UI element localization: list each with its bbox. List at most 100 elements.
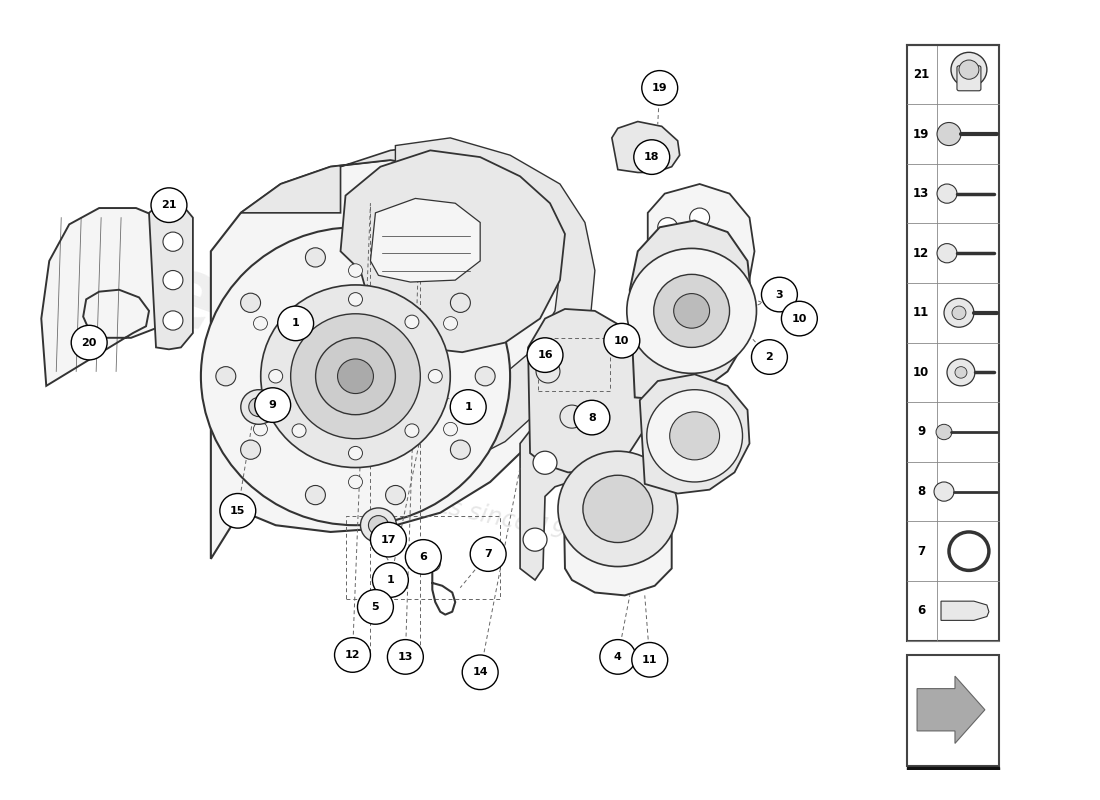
Circle shape <box>937 244 957 263</box>
Text: 1: 1 <box>464 402 472 412</box>
Text: 19: 19 <box>913 127 930 141</box>
Polygon shape <box>211 160 575 559</box>
Circle shape <box>261 285 450 467</box>
Circle shape <box>443 422 458 436</box>
Circle shape <box>959 60 979 79</box>
Circle shape <box>690 208 710 227</box>
Circle shape <box>462 655 498 690</box>
Text: 11: 11 <box>913 306 930 319</box>
Text: 10: 10 <box>913 366 930 379</box>
Circle shape <box>647 390 742 482</box>
Circle shape <box>937 122 961 146</box>
FancyBboxPatch shape <box>908 655 999 766</box>
Polygon shape <box>520 414 605 580</box>
Circle shape <box>781 302 817 336</box>
Circle shape <box>349 264 363 278</box>
Circle shape <box>524 528 547 551</box>
Circle shape <box>241 293 261 313</box>
Circle shape <box>277 306 313 341</box>
Circle shape <box>349 475 363 489</box>
FancyBboxPatch shape <box>908 45 999 641</box>
Polygon shape <box>42 208 183 386</box>
Circle shape <box>293 424 306 438</box>
Text: 4: 4 <box>614 652 622 662</box>
Circle shape <box>306 486 326 505</box>
Polygon shape <box>630 221 751 400</box>
Circle shape <box>949 532 989 570</box>
Text: 6: 6 <box>917 604 925 618</box>
Circle shape <box>534 451 557 474</box>
Circle shape <box>368 516 388 535</box>
Circle shape <box>934 482 954 501</box>
Circle shape <box>450 293 471 313</box>
Circle shape <box>952 306 966 319</box>
Circle shape <box>751 340 788 374</box>
Text: 14: 14 <box>472 667 488 678</box>
Text: 2: 2 <box>766 352 773 362</box>
Circle shape <box>406 540 441 574</box>
Circle shape <box>627 249 757 374</box>
Circle shape <box>386 248 406 267</box>
Circle shape <box>163 270 183 290</box>
Circle shape <box>670 412 719 460</box>
Circle shape <box>387 640 424 674</box>
Circle shape <box>947 359 975 386</box>
Circle shape <box>641 70 678 105</box>
Circle shape <box>604 323 640 358</box>
Circle shape <box>425 556 440 571</box>
Circle shape <box>255 388 290 422</box>
Text: 13: 13 <box>398 652 414 662</box>
Text: 5: 5 <box>372 602 379 612</box>
Text: 12: 12 <box>913 246 930 260</box>
Circle shape <box>72 326 107 360</box>
Circle shape <box>558 451 678 566</box>
Circle shape <box>634 140 670 174</box>
Circle shape <box>428 370 442 383</box>
Circle shape <box>662 290 682 309</box>
Circle shape <box>253 317 267 330</box>
Circle shape <box>450 390 486 424</box>
Text: 10: 10 <box>614 336 629 346</box>
Text: 20: 20 <box>81 338 97 348</box>
Circle shape <box>583 475 652 542</box>
Circle shape <box>406 546 430 569</box>
Text: 18: 18 <box>644 152 660 162</box>
Circle shape <box>249 398 268 417</box>
Circle shape <box>705 237 725 256</box>
Circle shape <box>937 184 957 203</box>
Circle shape <box>536 360 560 383</box>
Circle shape <box>443 317 458 330</box>
Circle shape <box>653 274 729 347</box>
Text: 21: 21 <box>162 200 177 210</box>
Text: 9: 9 <box>268 400 276 410</box>
FancyBboxPatch shape <box>957 66 981 90</box>
Circle shape <box>241 390 277 424</box>
Text: 21: 21 <box>913 68 930 81</box>
Text: 19: 19 <box>652 83 668 93</box>
Text: 13: 13 <box>913 187 930 200</box>
Text: 1: 1 <box>292 318 299 328</box>
Text: 12: 12 <box>344 650 360 660</box>
Circle shape <box>216 366 235 386</box>
Text: 7: 7 <box>917 545 925 558</box>
Text: 8: 8 <box>917 485 925 498</box>
Circle shape <box>560 405 584 428</box>
Polygon shape <box>390 138 595 472</box>
Circle shape <box>253 422 267 436</box>
Polygon shape <box>371 198 481 282</box>
Circle shape <box>600 640 636 674</box>
Circle shape <box>290 314 420 438</box>
Polygon shape <box>917 676 984 743</box>
Circle shape <box>527 338 563 372</box>
Circle shape <box>163 232 183 251</box>
Text: 8: 8 <box>588 413 596 422</box>
Circle shape <box>631 642 668 677</box>
Circle shape <box>574 400 609 435</box>
Circle shape <box>268 370 283 383</box>
Text: 500 01: 500 01 <box>924 789 982 800</box>
Circle shape <box>201 227 510 526</box>
Polygon shape <box>148 202 192 350</box>
Circle shape <box>163 311 183 330</box>
Circle shape <box>944 298 974 327</box>
Circle shape <box>306 248 326 267</box>
